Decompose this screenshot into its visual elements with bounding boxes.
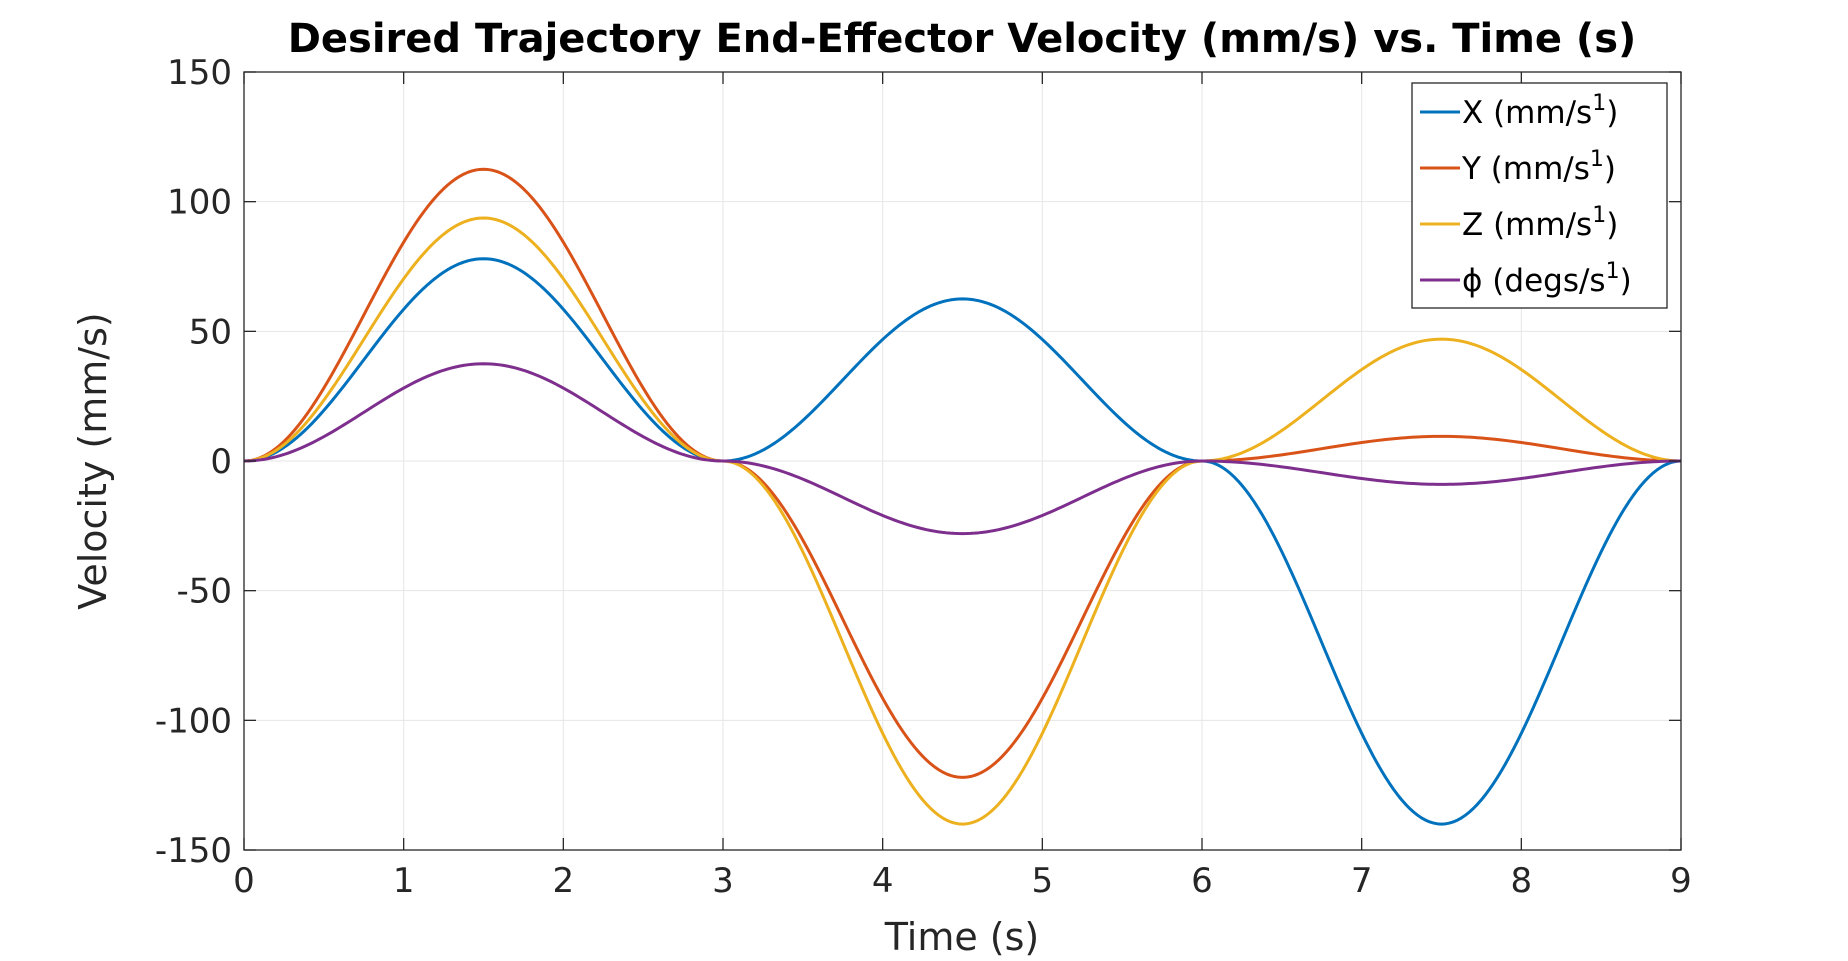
y-tick-label: -50 (176, 572, 232, 612)
x-tick-label: 8 (1511, 861, 1533, 901)
legend-label-3: ϕ (degs/s1) (1462, 259, 1632, 299)
series-line-3 (243, 362, 1682, 536)
y-tick-label: -100 (155, 701, 232, 741)
x-tick-label: 0 (233, 861, 255, 901)
legend-label-0: X (mm/s1) (1462, 91, 1618, 131)
legend-label-1: Y (mm/s1) (1461, 147, 1616, 187)
x-tick-label: 1 (393, 861, 415, 901)
series-line-0 (243, 257, 1682, 826)
series-line-1 (243, 167, 1682, 779)
y-tick-label: 0 (210, 442, 232, 482)
y-axis-label: Velocity (mm/s) (71, 312, 115, 609)
y-tick-label: 150 (167, 53, 232, 93)
x-tick-label: 9 (1670, 861, 1692, 901)
x-tick-label: 6 (1191, 861, 1213, 901)
x-axis-label: Time (s) (884, 915, 1040, 959)
series-line-2 (243, 216, 1682, 826)
legend-box (1411, 82, 1668, 309)
y-tick-label: -150 (155, 831, 232, 871)
ticks-layer: 0 1 2 3 4 5 6 7 8 9 150 100 50 0 -50 -100 -150 (155, 53, 1692, 901)
legend: X (mm/s1) Y (mm/s1) Z (mm/s1) ϕ (degs/s1) (1411, 82, 1668, 309)
x-tick-label: 3 (712, 861, 734, 901)
legend-label-2: Z (mm/s1) (1462, 203, 1618, 243)
x-tick-label: 7 (1351, 861, 1373, 901)
x-tick-label: 2 (553, 861, 575, 901)
y-tick-label: 100 (167, 183, 232, 223)
y-tick-label: 50 (189, 312, 232, 352)
chart-title: Desired Trajectory End-Effector Velocity… (288, 16, 1637, 62)
series-layer (243, 167, 1682, 826)
x-tick-label: 4 (872, 861, 894, 901)
x-tick-label: 5 (1032, 861, 1054, 901)
